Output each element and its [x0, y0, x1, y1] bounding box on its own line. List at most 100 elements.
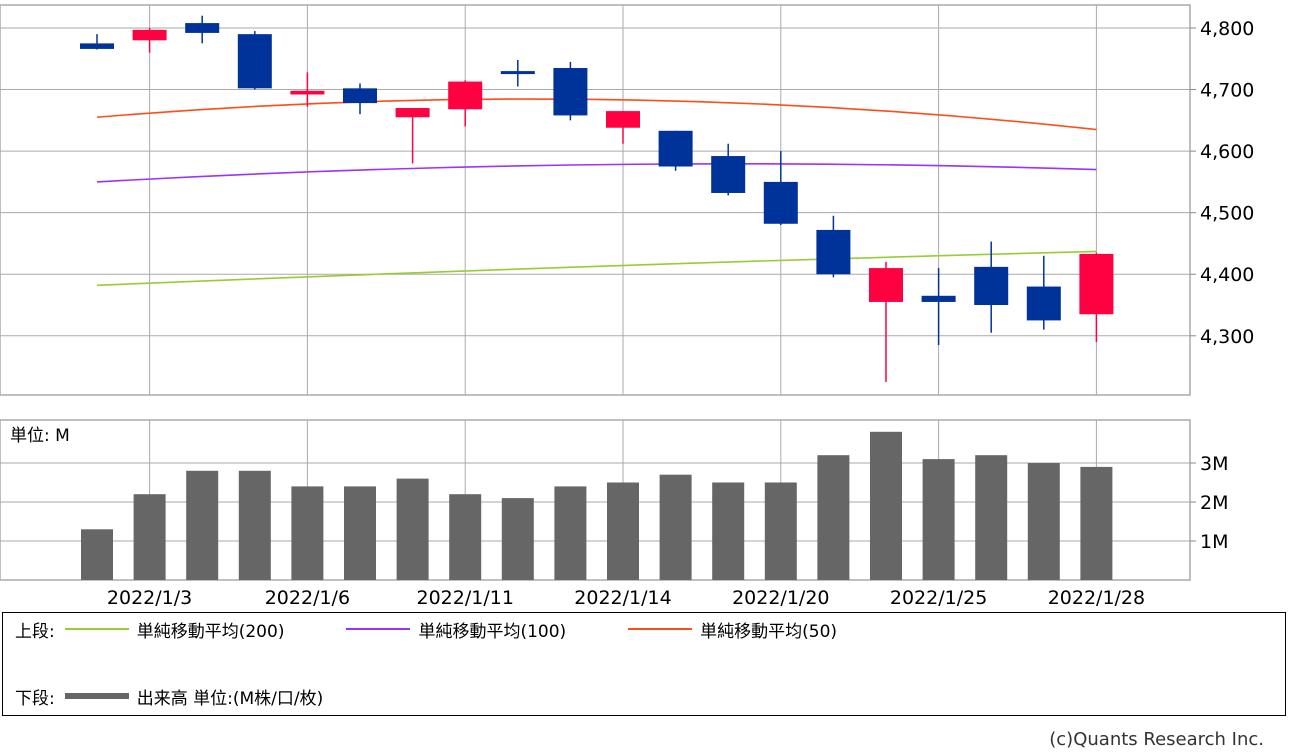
price-plot-frame — [0, 4, 1191, 396]
legend-top-row: 上段: 単純移動平均(200) 単純移動平均(100) 単純移動平均(50) — [15, 617, 899, 642]
ma100-line — [96, 163, 1097, 183]
candle — [763, 151, 798, 225]
date-axis-ticks: 2022/1/3 2022/1/6 2022/1/11 2022/1/14 2022/1… — [107, 587, 1145, 609]
volume-bars — [81, 431, 1113, 580]
candle-body — [1079, 253, 1114, 315]
volume-plot-frame — [0, 419, 1191, 581]
volume-tick-label: 3M — [1200, 453, 1228, 475]
copyright: (c)Quants Research Inc. — [1049, 729, 1264, 750]
candle — [185, 15, 220, 44]
date-tick-label: 2022/1/25 — [890, 587, 987, 609]
price-tick-label: 4,700 — [1200, 80, 1254, 102]
volume-bar — [975, 455, 1008, 580]
legend-item-ma100: 単純移動平均(100) — [346, 617, 566, 642]
candle — [132, 28, 167, 53]
volume-bar — [870, 431, 902, 580]
volume-bar — [344, 486, 376, 580]
legend: 上段: 単純移動平均(200) 単純移動平均(100) 単純移動平均(50) 下… — [2, 612, 1286, 716]
volume-label: 出来高 単位:(M株/口/枚) — [136, 688, 324, 709]
price-tick-label: 4,500 — [1200, 203, 1254, 225]
volume-swatch — [64, 693, 129, 699]
candlesticks — [80, 15, 1114, 382]
ma200-line — [96, 250, 1097, 287]
volume-bar — [1080, 466, 1113, 580]
volume-tick-label: 1M — [1200, 531, 1228, 553]
date-tick-label: 2022/1/28 — [1048, 587, 1145, 609]
ma200-swatch — [64, 628, 129, 630]
volume-bar — [449, 494, 482, 580]
candle-body — [553, 68, 588, 116]
candle-body — [658, 130, 693, 167]
volume-tick-label: 2M — [1200, 492, 1228, 514]
candle-body — [80, 43, 114, 49]
candle-body — [185, 23, 220, 33]
stock-chart: 4,300 4,400 4,500 4,600 4,700 4,800 1M 2M 3M 20… — [0, 4, 1254, 609]
ma50-line — [96, 98, 1097, 131]
candle-body — [290, 90, 325, 95]
date-tick-label: 2022/1/11 — [416, 587, 513, 609]
legend-top-prefix: 上段: — [15, 621, 55, 642]
candle-body — [869, 268, 903, 302]
candle — [658, 130, 693, 171]
candle — [606, 111, 640, 144]
moving-average-lines — [96, 98, 1097, 287]
candle — [974, 241, 1009, 333]
ma200-label: 単純移動平均(200) — [136, 621, 285, 642]
volume-bar — [291, 486, 324, 580]
volume-bar — [501, 498, 534, 580]
candle-body — [343, 88, 377, 104]
candle-body — [1026, 286, 1061, 321]
candle-body — [921, 295, 956, 302]
ma50-label: 単純移動平均(50) — [700, 621, 838, 642]
candle — [1026, 255, 1061, 330]
candle-body — [974, 266, 1009, 306]
date-tick-label: 2022/1/14 — [574, 587, 671, 609]
legend-item-ma50: 単純移動平均(50) — [628, 617, 837, 642]
candle-body — [763, 181, 798, 224]
candle — [816, 215, 851, 278]
candle — [500, 60, 535, 87]
volume-bar — [817, 455, 850, 580]
price-tick-label: 4,300 — [1200, 326, 1254, 348]
candle — [553, 61, 588, 121]
ma50-swatch — [628, 628, 693, 630]
candle-body — [132, 29, 167, 41]
candle — [237, 31, 272, 90]
candle — [395, 108, 430, 164]
volume-bar — [1027, 463, 1060, 580]
candle — [1079, 252, 1114, 342]
candle — [448, 80, 483, 127]
volume-unit-label: 単位: M — [10, 426, 70, 446]
legend-bottom-prefix: 下段: — [15, 688, 55, 709]
candle-body — [711, 156, 746, 193]
candle — [921, 268, 956, 346]
volume-bar — [238, 470, 271, 580]
price-tick-label: 4,400 — [1200, 264, 1254, 286]
candle — [290, 72, 325, 107]
price-grid — [0, 4, 1191, 396]
candle-body — [237, 34, 272, 89]
candle — [711, 143, 746, 196]
volume-bar — [922, 459, 955, 580]
candle — [869, 261, 903, 382]
volume-grid — [0, 419, 1191, 581]
candle-body — [500, 71, 535, 75]
volume-bar — [396, 478, 429, 580]
date-tick-label: 2022/1/20 — [732, 587, 829, 609]
legend-item-ma200: 単純移動平均(200) — [64, 617, 285, 642]
volume-bar — [81, 529, 113, 580]
volume-bar — [554, 486, 587, 580]
candle-body — [448, 81, 483, 110]
candle-body — [395, 108, 430, 118]
volume-bar — [764, 482, 797, 580]
date-tick-label: 2022/1/3 — [107, 587, 192, 609]
volume-bar — [133, 494, 166, 580]
volume-bar — [607, 482, 639, 580]
price-tick-label: 4,800 — [1200, 18, 1254, 40]
volume-bar — [712, 482, 745, 580]
volume-bar — [186, 470, 219, 580]
price-tick-label: 4,600 — [1200, 141, 1254, 163]
volume-bar — [659, 474, 692, 580]
legend-bottom-row: 下段: 出来高 単位:(M株/口/枚) — [15, 684, 324, 709]
ma100-swatch — [346, 628, 411, 630]
